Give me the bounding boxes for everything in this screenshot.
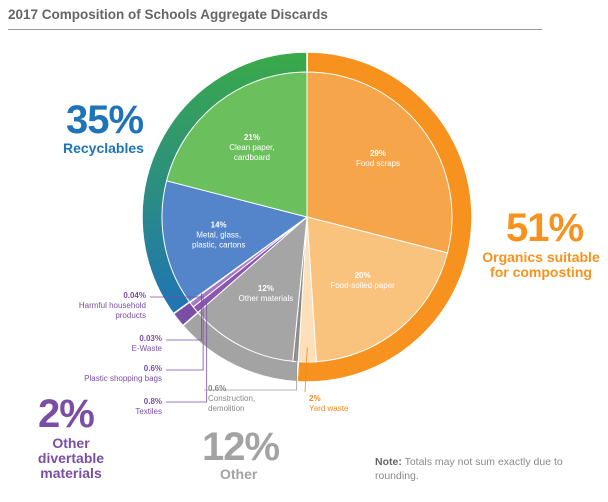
- leader-line-construction_demolition: [204, 347, 298, 391]
- slice-clean_paper_cardboard: [165, 71, 308, 218]
- footnote-text: Totals may not sum exactly due to roundi…: [375, 456, 563, 482]
- chart-title: 2017 Composition of Schools Aggregate Di…: [8, 7, 328, 22]
- slice-text-food_soiled_paper: 20% Food-soiled paper: [330, 271, 395, 290]
- slice-text-food_scraps: 29% Food scraps: [356, 149, 400, 168]
- slice-name: Harmful household products: [78, 301, 146, 320]
- leader-line-yard_waste: [304, 347, 308, 393]
- slice-text-pct: 20%: [355, 271, 371, 280]
- slice-name: Plastic shopping bags: [84, 374, 162, 383]
- leader-line-textiles: [166, 300, 208, 403]
- group-label-recyclables: Recyclables: [63, 140, 144, 156]
- slice-text-name: Clean paper,: [229, 143, 274, 152]
- group-label-divertable: Other divertable materials: [37, 435, 105, 481]
- slice-text-pct: 21%: [244, 133, 260, 142]
- group-pct-other: 12%: [202, 425, 280, 469]
- slice-name: E-Waste: [131, 344, 162, 353]
- slice-text-name: Food scraps: [356, 159, 400, 168]
- slice-pct: 2%: [309, 394, 321, 403]
- slice-text-name: Other materials: [239, 294, 294, 303]
- slice-label-textiles: 0.8% Textiles: [100, 397, 162, 417]
- slice-name: Construction, demolition: [208, 394, 256, 413]
- slice-pct: 0.03%: [139, 334, 162, 343]
- slice-text-pct: 12%: [258, 284, 274, 293]
- group-label-other: Other: [220, 466, 258, 482]
- slice-text-pct: 14%: [211, 221, 227, 230]
- slice-pct: 0.04%: [123, 291, 146, 300]
- slice-label-harmful: 0.04% Harmful household products: [60, 291, 146, 321]
- slice-text-name: Food-soiled paper: [330, 281, 395, 290]
- group-pct-recyclables: 35%: [66, 98, 144, 142]
- slice-label-yard-waste: 2% Yard waste: [309, 394, 369, 414]
- footnote: Note: Totals may not sum exactly due to …: [375, 455, 565, 483]
- slice-text-name: cardboard: [234, 153, 270, 162]
- slice-label-plastic-bags: 0.6% Plastic shopping bags: [60, 364, 162, 384]
- group-pct-organics: 51%: [506, 206, 584, 250]
- slice-text-pct: 29%: [370, 149, 386, 158]
- slice-text-clean_paper_cardboard: 21% Clean paper, cardboard: [229, 133, 274, 162]
- slice-food_soiled_paper: [306, 216, 449, 363]
- group-pct-divertable: 2%: [38, 392, 95, 436]
- title-divider: [8, 29, 542, 30]
- slice-text-name: plastic, cartons: [192, 241, 245, 250]
- slice-pct: 0.8%: [143, 397, 162, 406]
- slice-pct: 0.6%: [143, 364, 162, 373]
- slice-pct: 0.6%: [208, 384, 227, 393]
- slice-name: Yard waste: [309, 404, 349, 413]
- leader-line-plastic_shopping_bags: [166, 295, 204, 371]
- group-label-organics: Organics suitable for composting: [482, 249, 600, 280]
- slice-text-name: Metal, glass,: [196, 231, 241, 240]
- slice-name: Textiles: [135, 407, 162, 416]
- footnote-label: Note:: [375, 456, 402, 468]
- slice-label-construction: 0.6% Construction, demolition: [208, 384, 278, 414]
- leader-line-e_waste: [166, 293, 202, 341]
- slice-label-ewaste: 0.03% E-Waste: [80, 334, 162, 354]
- slice-metal_glass_plastic_cartons: [161, 180, 309, 303]
- slice-text-metal_glass_plastic_cartons: 14% Metal, glass, plastic, cartons: [192, 221, 245, 250]
- slice-food_scraps: [306, 71, 453, 254]
- slice-text-other_materials: 12% Other materials: [239, 284, 294, 303]
